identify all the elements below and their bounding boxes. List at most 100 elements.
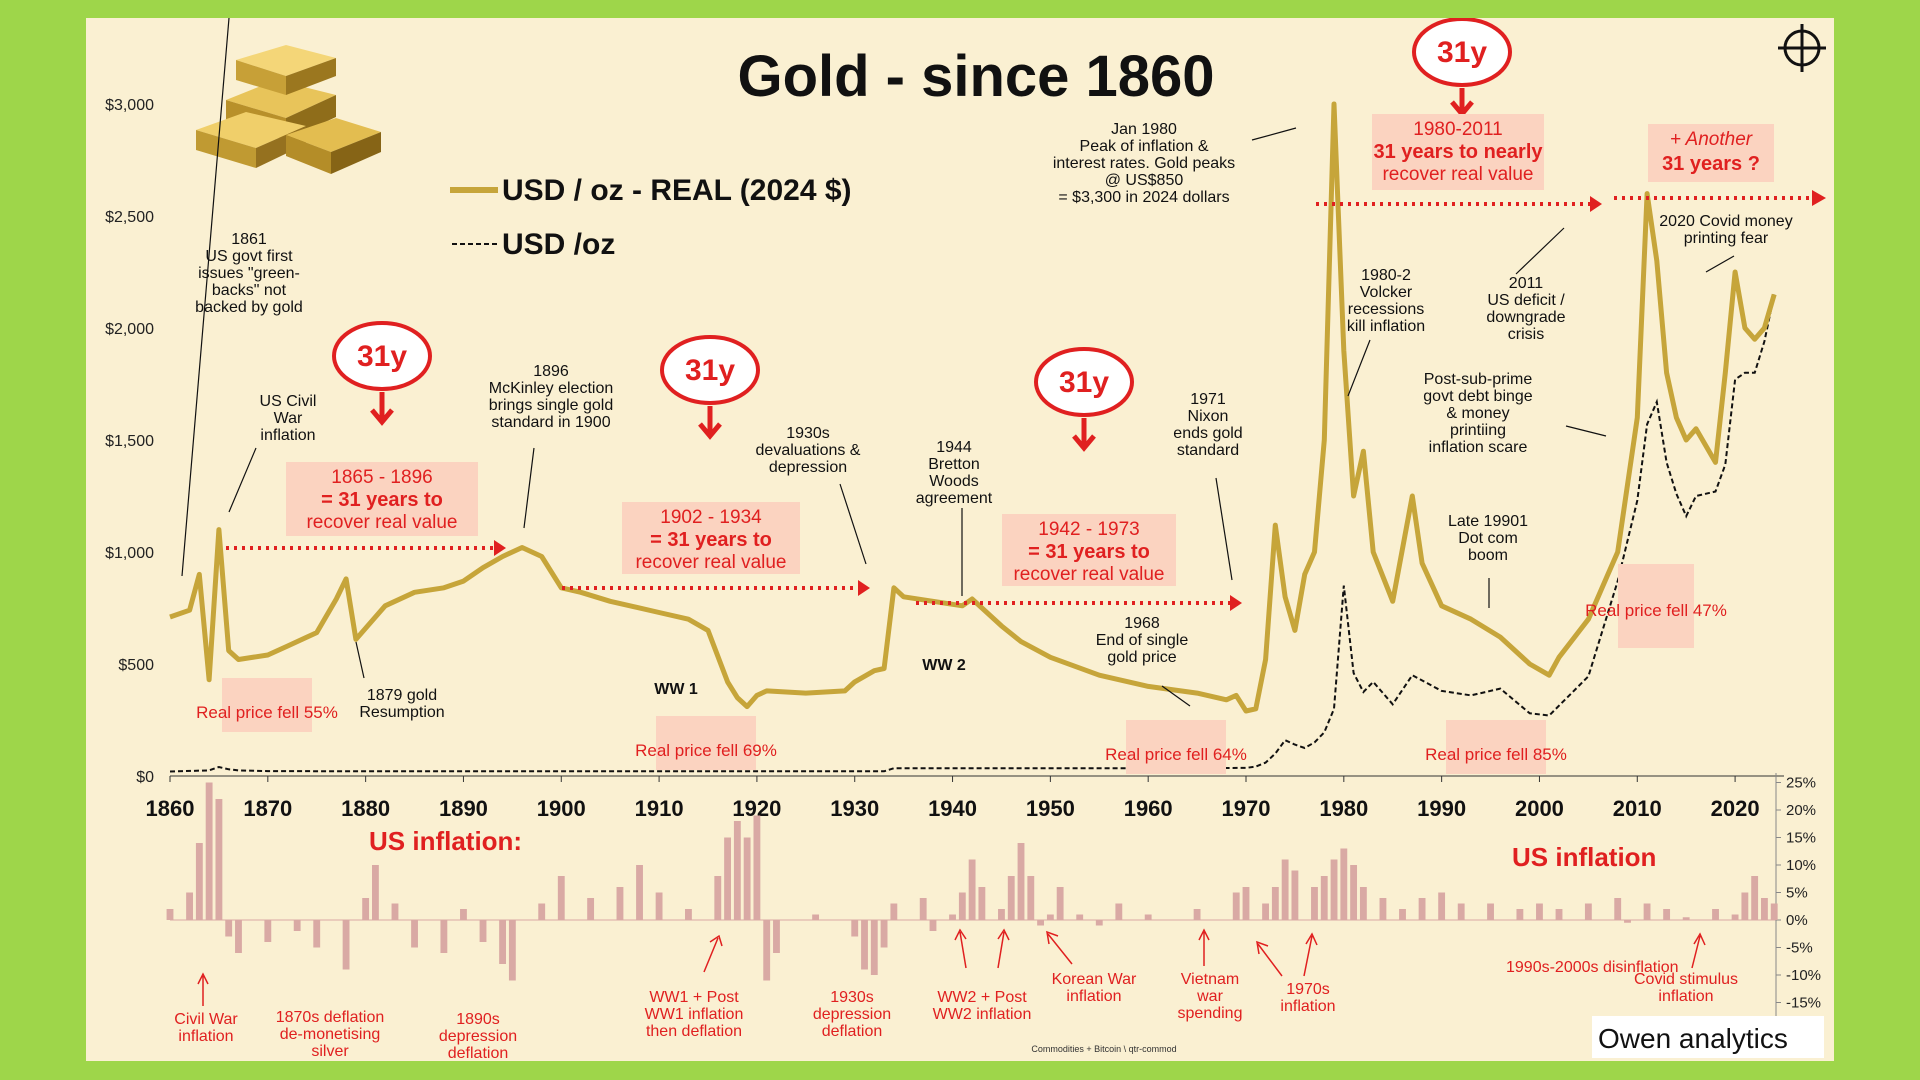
gold-bars-image <box>196 45 381 174</box>
cycle-box-1: 1865 - 1896 = 31 years to recover real v… <box>286 462 478 536</box>
nominal-price-line <box>169 294 1776 773</box>
crosshair-icon[interactable] <box>1778 24 1826 72</box>
annotation-a1944: 1944 <box>936 439 972 456</box>
annotation-a1861: US govt first <box>205 248 293 265</box>
fell-box-3: Real price fell 64% <box>1105 720 1247 774</box>
cycle-box-2: 1902 - 1934 = 31 years to recover real v… <box>622 502 800 574</box>
x-tick-label: 1860 <box>146 796 195 821</box>
annotation-a2011: downgrade <box>1486 309 1565 326</box>
inflation-bar <box>968 859 976 920</box>
chart-title: Gold - since 1860 <box>737 44 1214 109</box>
pointer-subprime <box>1565 425 1607 437</box>
infl-arrow-civilwar <box>197 972 209 1006</box>
recovery-arrowhead-1 <box>494 540 506 556</box>
inflation-bar <box>714 876 722 920</box>
infl-arrow-ww1 <box>703 934 723 973</box>
annotation-subprime: inflation scare <box>1429 439 1528 456</box>
annotation-a1930s: devaluations & <box>756 442 861 459</box>
pointer-1930s <box>839 483 867 565</box>
inflation-tick-label: 10% <box>1786 857 1816 874</box>
x-tick-label: 1900 <box>537 796 586 821</box>
annotation-a1861: backs" not <box>212 282 287 299</box>
inflation-note-vietnam: Vietnam <box>1181 971 1239 988</box>
gold-chart: Gold - since 1860 USD / oz - REAL (2024 … <box>105 18 1826 1061</box>
annotation-dotcom: Dot com <box>1458 530 1518 547</box>
chart-panel: Gold - since 1860 USD / oz - REAL (2024 … <box>86 18 1834 1061</box>
inflation-note-deflation1870s: de-monetising <box>280 1026 381 1043</box>
x-tick-label: 1870 <box>243 796 292 821</box>
annotation-a2011: crisis <box>1508 326 1544 343</box>
inflation-bar <box>1624 920 1631 923</box>
inflation-bar <box>870 920 878 975</box>
y-tick-label: $3,000 <box>105 97 154 114</box>
annotation-covid: 2020 Covid money <box>1659 213 1792 230</box>
inflation-note-depression1890s: 1890s <box>456 1011 500 1028</box>
annotation-a1861: issues "green- <box>198 265 300 282</box>
annotation-a1971: Nixon <box>1188 408 1229 425</box>
y-tick-label: $2,000 <box>105 321 154 338</box>
inflation-note-depression1890s: deflation <box>448 1045 509 1061</box>
x-tick-label: 1930 <box>830 796 879 821</box>
inflation-title-right: US inflation <box>1512 842 1656 872</box>
inflation-note-korean: Korean War <box>1052 971 1137 988</box>
inflation-bar <box>1555 909 1563 920</box>
inflation-bar <box>763 920 771 981</box>
inflation-bar <box>1232 892 1240 920</box>
inflation-bar <box>293 920 301 931</box>
inflation-bar <box>1271 887 1279 920</box>
inflation-bar <box>1144 914 1152 920</box>
fell-box-4: Real price fell 85% <box>1425 720 1567 774</box>
cycle-box-3-line-2: = 31 years to <box>1028 541 1150 563</box>
ww1-label: WW 1 <box>654 681 698 698</box>
inflation-bar <box>508 920 516 981</box>
x-tick-label: 1950 <box>1026 796 1075 821</box>
inflation-bar <box>753 815 761 920</box>
inflation-bar <box>1399 909 1406 920</box>
x-tick-label: 1990 <box>1417 796 1466 821</box>
annotation-dotcom: boom <box>1468 547 1508 564</box>
inflation-bar <box>1017 843 1025 920</box>
inflation-note-ww1: WW1 inflation <box>645 1006 744 1023</box>
inflation-bar <box>1516 909 1524 920</box>
annotation-volcker: kill inflation <box>1347 318 1425 335</box>
cycle-box-5-line-2: 31 years ? <box>1662 153 1760 175</box>
inflation-bar <box>978 887 986 920</box>
annotation-subprime: & money <box>1446 405 1509 422</box>
inflation-note-covidstim: inflation <box>1658 988 1713 1005</box>
inflation-bar <box>215 799 223 920</box>
annotation-subprime: govt debt binge <box>1423 388 1533 405</box>
recovery-arrowhead-5 <box>1812 190 1826 206</box>
disinflation-note: 1990s-2000s disinflation <box>1506 959 1679 976</box>
cycle-box-4-line-1: 1980-2011 <box>1413 119 1502 140</box>
pointer-1971 <box>1215 477 1233 581</box>
inflation-bar <box>264 920 272 942</box>
inflation-bar <box>1320 876 1328 920</box>
infl-arrow-vietnam <box>1198 928 1210 966</box>
annotation-volcker: recessions <box>1348 301 1424 318</box>
y-tick-label: $1,000 <box>105 545 154 562</box>
annotation-a1930s: 1930s <box>786 425 830 442</box>
badge-31y-2: 31y <box>660 335 760 440</box>
fell-label-1: Real price fell 55% <box>196 703 338 722</box>
fell-label-5: Real price fell 47% <box>1585 601 1727 620</box>
inflation-bar <box>1761 898 1768 920</box>
inflation-note-ww1: WW1 + Post <box>649 989 739 1006</box>
inflation-bar <box>499 920 507 964</box>
inflation-note-s1970s: inflation <box>1280 998 1335 1015</box>
inflation-bar <box>958 892 966 920</box>
annotation-a1879: Resumption <box>359 704 444 721</box>
annotation-a1944: Woods <box>929 473 979 490</box>
inflation-bar <box>1438 892 1446 920</box>
annotation-a1968: End of single <box>1096 632 1189 649</box>
pointer-civilwar <box>228 447 257 513</box>
inflation-bar <box>1418 898 1426 920</box>
annotation-volcker: Volcker <box>1360 284 1413 301</box>
inflation-bar <box>1751 876 1759 920</box>
inflation-bar <box>1457 903 1465 920</box>
annotation-a1971: ends gold <box>1173 425 1242 442</box>
inflation-bar <box>195 843 203 920</box>
infl-arrow-korean <box>1046 930 1073 965</box>
inflation-tick-label: -5% <box>1786 940 1813 957</box>
cycle-box-5: + Another 31 years ? <box>1648 124 1774 182</box>
